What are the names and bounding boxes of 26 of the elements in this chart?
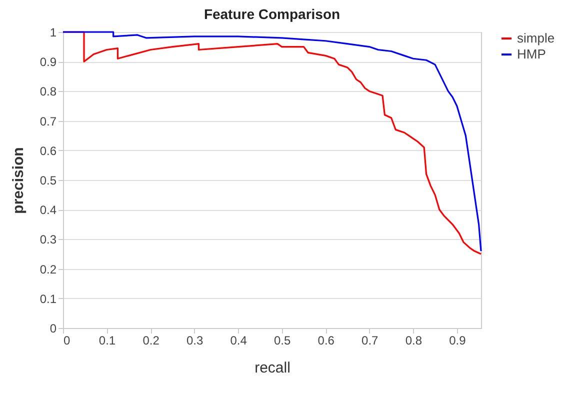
x-axis-title: recall [254, 360, 290, 376]
x-tick-label: 0.1 [98, 334, 116, 348]
y-tick-label: 0.9 [40, 55, 57, 70]
y-tick-label: 0.2 [40, 262, 57, 276]
y-tick-label: 1 [50, 26, 57, 40]
x-tick-label: 0.6 [318, 334, 335, 348]
y-tick-label: 0.5 [40, 174, 57, 188]
y-tick-label: 0 [50, 322, 57, 336]
y-axis-title: precision [10, 147, 27, 214]
legend-label: HMP [517, 46, 546, 62]
x-tick-label: 0.3 [186, 334, 204, 348]
y-tick-label: 0.4 [40, 203, 57, 218]
x-tick-label: 0 [64, 334, 70, 348]
x-tick-label: 0.5 [274, 334, 292, 348]
chart-title: Feature Comparison [204, 6, 340, 22]
y-tick-label: 0.7 [40, 114, 57, 128]
x-tick-label: 0.8 [405, 334, 422, 348]
x-tick-label: 0.7 [362, 334, 379, 348]
legend-label: simple [517, 30, 555, 46]
x-tick-label: 0.9 [449, 334, 466, 348]
y-tick-label: 0.6 [40, 144, 57, 158]
x-tick-label: 0.4 [230, 334, 248, 348]
x-tick-label: 0.2 [142, 334, 160, 348]
y-tick-label: 0.3 [40, 232, 57, 247]
y-tick-label: 0.1 [40, 292, 57, 306]
y-tick-label: 0.8 [40, 84, 57, 99]
